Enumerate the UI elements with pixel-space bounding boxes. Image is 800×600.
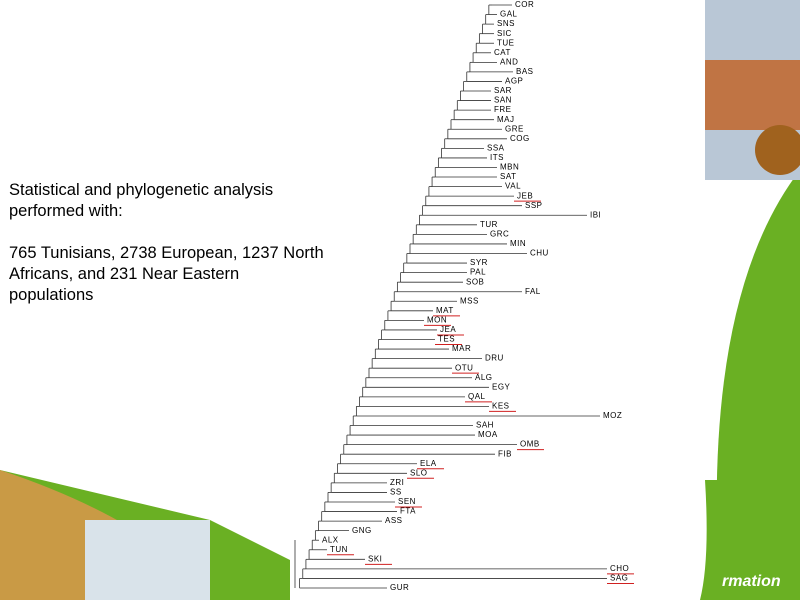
leaf-label: COG xyxy=(510,134,530,143)
leaf-label: SOB xyxy=(466,277,484,286)
leaf-label: CHU xyxy=(530,249,549,258)
photo-lab-2 xyxy=(85,520,210,600)
leaf-label: MIN xyxy=(510,239,526,248)
leaf-label: ALX xyxy=(322,535,339,544)
leaf-label: AGP xyxy=(505,77,523,86)
leaf-label: SSP xyxy=(525,201,543,210)
leaf-label: MOA xyxy=(478,430,498,439)
leaf-label: MON xyxy=(427,316,447,325)
leaf-label: TUR xyxy=(480,220,498,229)
leaf-label: FTA xyxy=(400,507,416,516)
leaf-label: GNG xyxy=(352,526,372,535)
text-line: populations xyxy=(9,286,94,304)
text-line: Africans, and 231 Near Eastern xyxy=(9,265,240,283)
leaf-label: AND xyxy=(500,57,518,66)
leaf-label: MAJ xyxy=(497,115,515,124)
leaf-label: MSS xyxy=(460,296,479,305)
leaf-label: SKI xyxy=(368,554,382,563)
leaf-label: COR xyxy=(515,0,534,9)
leaf-label: MAT xyxy=(436,306,454,315)
leaf-label: GRC xyxy=(490,229,509,238)
leaf-label: MOZ xyxy=(603,411,622,420)
leaf-label: SS xyxy=(390,488,402,497)
leaf-label: ALG xyxy=(475,373,493,382)
leaf-label: ZRI xyxy=(390,478,404,487)
leaf-label: GRE xyxy=(505,124,524,133)
leaf-label: BAS xyxy=(516,67,534,76)
leaf-label: SAR xyxy=(494,86,512,95)
description: Statistical and phylogenetic analysis pe… xyxy=(9,180,324,306)
leaf-label: KES xyxy=(492,402,510,411)
text-line: performed with: xyxy=(9,202,123,220)
green-band-lower xyxy=(700,480,800,600)
leaf-label: MAR xyxy=(452,344,471,353)
leaf-label: SSA xyxy=(487,143,505,152)
leaf-label: FAL xyxy=(525,287,541,296)
leaf-label: JEA xyxy=(440,325,456,334)
leaf-label: SAH xyxy=(476,421,494,430)
leaf-label: SEN xyxy=(398,497,416,506)
leaf-label: OMB xyxy=(520,440,540,449)
footer-text: rmation xyxy=(722,573,781,590)
leaf-label: CHO xyxy=(610,564,629,573)
leaf-label: ASS xyxy=(385,516,403,525)
leaf-label: MBN xyxy=(500,163,519,172)
leaf-label: OTU xyxy=(455,363,473,372)
leaf-label: PAL xyxy=(470,268,486,277)
photo-specimen xyxy=(705,60,800,130)
leaf-label: SAT xyxy=(500,172,516,181)
text-line: Statistical and phylogenetic analysis xyxy=(9,181,274,199)
leaf-label: IBI xyxy=(590,210,601,219)
leaf-label: SAG xyxy=(610,574,628,583)
leaf-label: SIC xyxy=(497,29,512,38)
leaf-label: GUR xyxy=(390,583,409,592)
leaf-label: VAL xyxy=(505,182,521,191)
leaf-label: ELA xyxy=(420,459,437,468)
leaf-label: TES xyxy=(438,335,455,344)
leaf-label: TUN xyxy=(330,545,348,554)
leaf-label: GAL xyxy=(500,10,518,19)
leaf-label: SAN xyxy=(494,96,512,105)
leaf-label: JEB xyxy=(517,191,533,200)
leaf-label: DRU xyxy=(485,354,504,363)
leaf-label: QAL xyxy=(468,392,486,401)
leaf-label: CAT xyxy=(494,48,511,57)
leaf-label: EGY xyxy=(492,382,511,391)
leaf-label: SYR xyxy=(470,258,488,267)
leaf-label: TUE xyxy=(497,38,515,47)
leaf-label: ITS xyxy=(490,153,504,162)
leaf-label: FRE xyxy=(494,105,512,114)
photo-specimen-2 xyxy=(755,125,800,175)
leaf-label: SLO xyxy=(410,468,428,477)
phylogenetic-tree: CORGALSNSSICTUECATANDBASAGPSARSANFREMAJG… xyxy=(294,0,634,592)
leaf-label: SNS xyxy=(497,19,515,28)
text-line: 765 Tunisians, 2738 European, 1237 North xyxy=(9,244,324,262)
leaf-label: FIB xyxy=(498,449,512,458)
